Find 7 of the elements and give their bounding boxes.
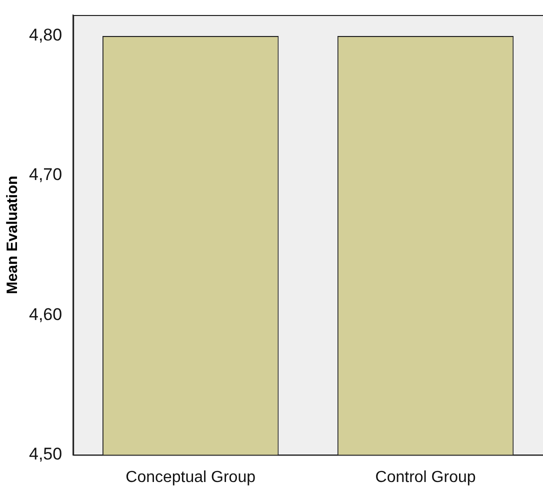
y-tick-label: 4,50 (28, 444, 62, 464)
x-tick-label: Conceptual Group (126, 468, 256, 486)
x-tick-label: Control Group (375, 468, 476, 486)
y-tick-label: 4,70 (28, 165, 62, 184)
y-tick-label: 4,60 (28, 304, 62, 324)
y-axis-title: Mean Evaluation (4, 176, 22, 294)
y-tick-label: 4,80 (28, 26, 62, 45)
